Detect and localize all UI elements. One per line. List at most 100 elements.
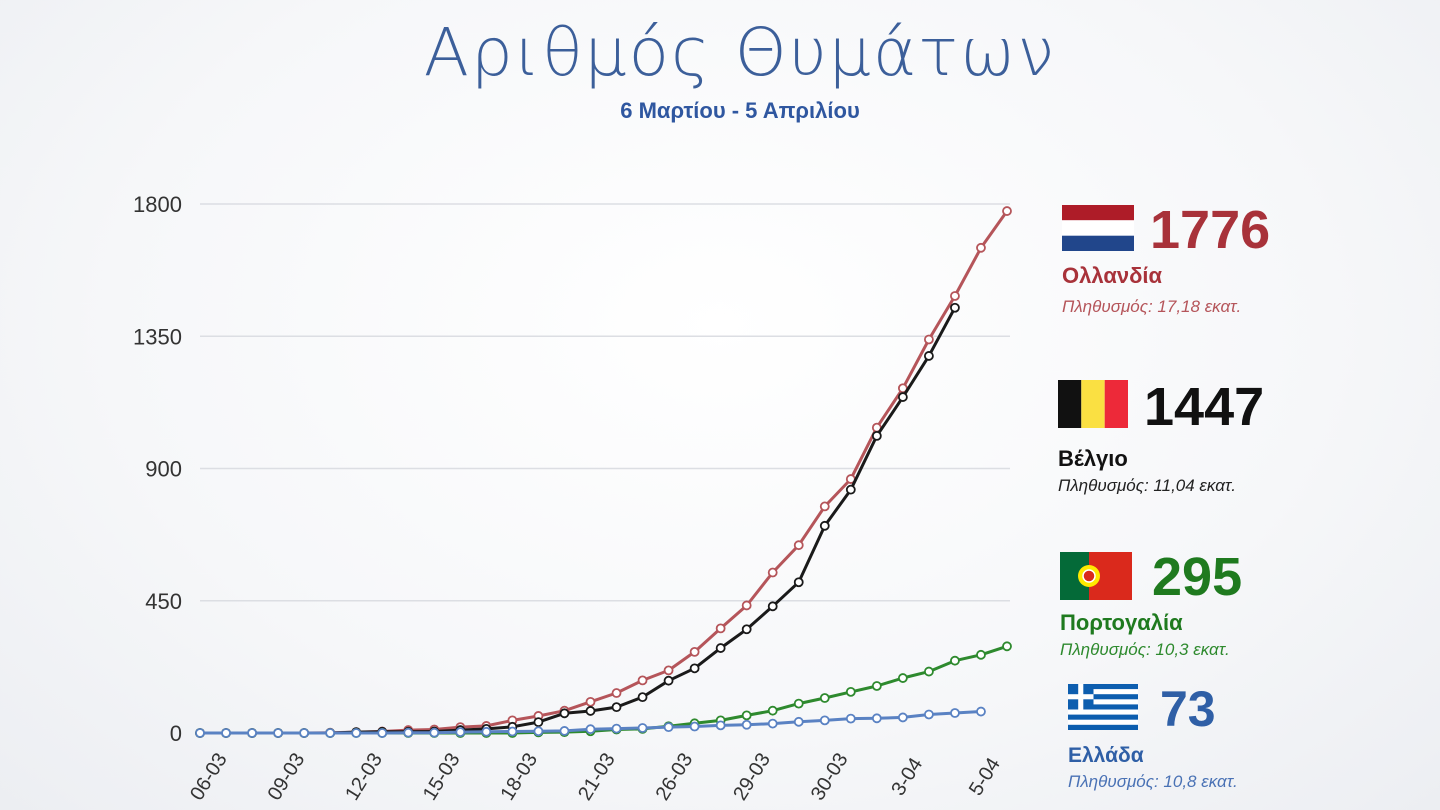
data-point — [845, 686, 856, 697]
data-point — [533, 717, 544, 728]
data-point — [611, 702, 622, 713]
data-point — [221, 728, 231, 738]
grid-lines — [200, 203, 1010, 602]
data-point — [793, 577, 804, 588]
series-line — [200, 306, 957, 735]
legend-population: Πληθυσμός: 10,8 εκατ. — [1068, 772, 1238, 791]
data-point — [871, 681, 882, 691]
series-Πορτογαλία — [195, 641, 1012, 738]
y-tick-label: 900 — [145, 457, 182, 482]
data-point — [950, 291, 960, 301]
data-point — [637, 675, 648, 686]
x-tick-label: 21-03 — [574, 749, 620, 804]
data-point — [819, 715, 830, 726]
data-point — [403, 727, 414, 738]
portugal-flag-icon — [1060, 552, 1132, 600]
data-point — [845, 484, 856, 495]
x-tick-label: 5-04 — [965, 754, 1005, 800]
data-point — [871, 430, 882, 441]
data-point — [195, 728, 205, 738]
series-Ελλάδα — [195, 706, 986, 738]
data-point — [950, 655, 960, 666]
legend-population: Πληθυσμός: 17,18 εκατ. — [1062, 297, 1242, 316]
data-point — [741, 600, 752, 611]
y-tick-label: 1800 — [133, 192, 182, 217]
data-point — [689, 721, 700, 732]
data-point — [663, 675, 674, 686]
data-point — [351, 728, 362, 738]
data-point — [924, 709, 934, 720]
x-tick-label: 29-03 — [729, 749, 775, 804]
data-point — [819, 501, 830, 512]
chart-title: Αριθμός Θυμάτων — [423, 14, 1057, 91]
data-point — [819, 520, 830, 531]
legend-value: 1776 — [1150, 200, 1271, 260]
x-tick-label: 12-03 — [341, 749, 387, 804]
legend-country: Βέλγιο — [1058, 446, 1128, 471]
data-point — [741, 719, 752, 730]
belgium-flag-icon — [1058, 380, 1128, 428]
x-axis-ticks: 06-03 09-03 12-03 15-03 18-03 21-03 26-03 29-03… — [186, 749, 1005, 804]
data-point — [950, 708, 960, 718]
data-point — [481, 726, 492, 737]
data-point — [585, 696, 596, 707]
data-point — [585, 724, 596, 735]
data-point — [689, 663, 700, 674]
data-point — [897, 712, 908, 723]
x-tick-label: 09-03 — [264, 749, 310, 804]
x-tick-label: 26-03 — [652, 749, 698, 804]
data-point — [585, 706, 596, 716]
data-point — [976, 649, 986, 660]
data-point — [715, 720, 726, 731]
data-point — [663, 665, 674, 676]
data-point — [897, 392, 908, 402]
data-point — [767, 601, 778, 612]
data-point — [637, 723, 648, 733]
legend-country: Ολλανδία — [1062, 263, 1163, 288]
data-point — [950, 302, 960, 313]
data-point — [924, 351, 934, 361]
data-point — [611, 688, 622, 698]
x-tick-label: 15-03 — [419, 749, 465, 804]
legend-population: Πληθυσμός: 10,3 εκατ. — [1060, 640, 1230, 659]
series-group — [195, 206, 1012, 738]
data-point — [559, 708, 570, 719]
data-point — [871, 713, 882, 724]
data-point — [1002, 206, 1012, 216]
data-point — [767, 718, 778, 729]
data-point — [533, 726, 544, 737]
x-tick-label: 30-03 — [807, 749, 853, 804]
data-point — [299, 728, 310, 738]
greece-flag-icon — [1068, 684, 1138, 730]
data-point — [325, 728, 336, 738]
data-point — [793, 540, 804, 551]
data-point — [377, 728, 388, 738]
data-point — [507, 726, 518, 737]
legend-country: Ελλάδα — [1068, 744, 1144, 767]
x-tick-label: 06-03 — [186, 749, 232, 804]
data-point — [611, 723, 622, 734]
legend-population: Πληθυσμός: 11,04 εκατ. — [1058, 476, 1236, 495]
chart-subtitle: 6 Μαρτίου - 5 Απριλίου — [620, 98, 860, 123]
legend-country: Πορτογαλία — [1060, 610, 1183, 635]
y-axis-ticks: 0 450 900 1350 1800 — [133, 192, 182, 746]
data-point — [741, 710, 752, 721]
data-point — [715, 623, 726, 634]
data-point — [273, 728, 283, 738]
data-point — [247, 728, 257, 738]
y-tick-label: 0 — [170, 721, 182, 746]
netherlands-flag-icon — [1062, 205, 1134, 251]
legend-value: 1447 — [1144, 377, 1265, 437]
legend-value: 73 — [1160, 681, 1216, 737]
data-point — [455, 727, 466, 738]
data-point — [819, 693, 830, 703]
data-point — [689, 646, 700, 657]
series-Βέλγιο — [195, 302, 960, 738]
data-point — [845, 713, 856, 724]
data-point — [637, 692, 648, 703]
data-point — [793, 716, 804, 727]
data-point — [976, 242, 986, 253]
data-point — [924, 666, 934, 677]
data-point — [559, 726, 570, 736]
